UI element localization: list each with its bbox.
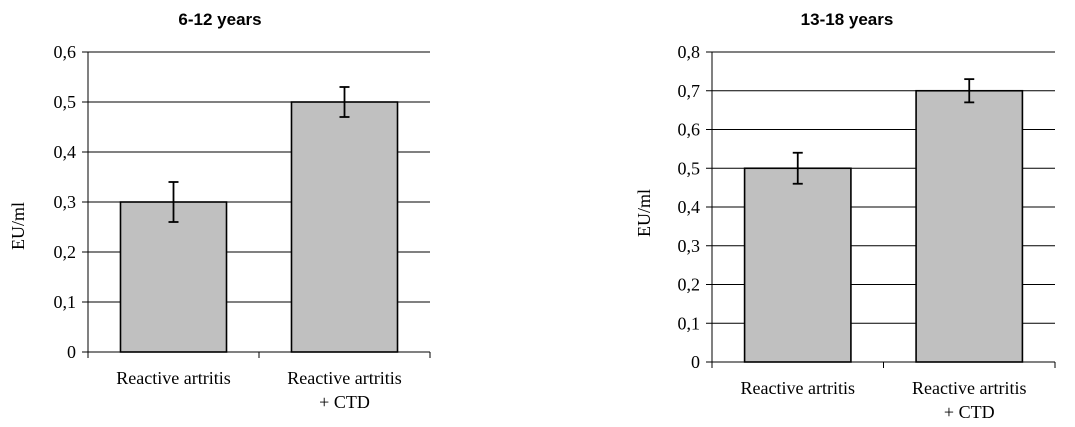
y-tick-label: 0,6 bbox=[54, 42, 77, 62]
bar bbox=[743, 167, 852, 363]
y-tick-label: 0,4 bbox=[678, 197, 701, 217]
y-tick-label: 0,7 bbox=[678, 81, 701, 101]
chart-title: 13-18 years bbox=[801, 10, 894, 29]
y-tick-label: 0,6 bbox=[678, 120, 701, 140]
y-axis-label: EU/ml bbox=[8, 202, 28, 250]
y-tick-label: 0,2 bbox=[678, 275, 701, 295]
bar bbox=[119, 201, 228, 353]
y-tick-label: 0,2 bbox=[54, 242, 77, 262]
y-tick-label: 0,1 bbox=[678, 313, 701, 333]
bar bbox=[290, 101, 399, 353]
y-tick-label: 0,8 bbox=[678, 42, 701, 62]
x-tick-label: Reactive artritis + CTD bbox=[912, 378, 1026, 422]
bar-chart-13-18-years: 13-18 years EU/ml 0 0,1 0,2 0,3 0,4 0,5 0,6 0,7… bbox=[634, 10, 1056, 422]
y-tick-label: 0,5 bbox=[54, 92, 77, 112]
y-tick-label: 0 bbox=[691, 352, 700, 372]
y-tick-label: 0,5 bbox=[678, 158, 701, 178]
y-axis-label: EU/ml bbox=[634, 189, 654, 237]
bar bbox=[915, 89, 1024, 363]
chart-panel-13-18: 13-18 years EU/ml 0 0,1 0,2 0,3 0,4 0,5 0,6 0,7… bbox=[620, 0, 1075, 427]
y-tick-label: 0,3 bbox=[678, 236, 701, 256]
x-tick-label: Reactive artritis bbox=[116, 368, 230, 388]
y-tick-label: 0,3 bbox=[54, 192, 77, 212]
y-tick-label: 0 bbox=[67, 342, 76, 362]
bar-chart-6-12-years: 6-12 years EU/ml 0 0,1 0,2 0,3 0,4 0,5 0,6 Reac… bbox=[8, 10, 431, 412]
chart-title: 6-12 years bbox=[178, 10, 261, 29]
x-tick-label: Reactive artritis + CTD bbox=[287, 368, 401, 412]
x-tick-label: Reactive artritis bbox=[741, 378, 855, 398]
y-tick-label: 0,4 bbox=[54, 142, 77, 162]
chart-panel-6-12: 6-12 years EU/ml 0 0,1 0,2 0,3 0,4 0,5 0,6 Reac… bbox=[0, 0, 460, 427]
y-tick-label: 0,1 bbox=[54, 292, 77, 312]
